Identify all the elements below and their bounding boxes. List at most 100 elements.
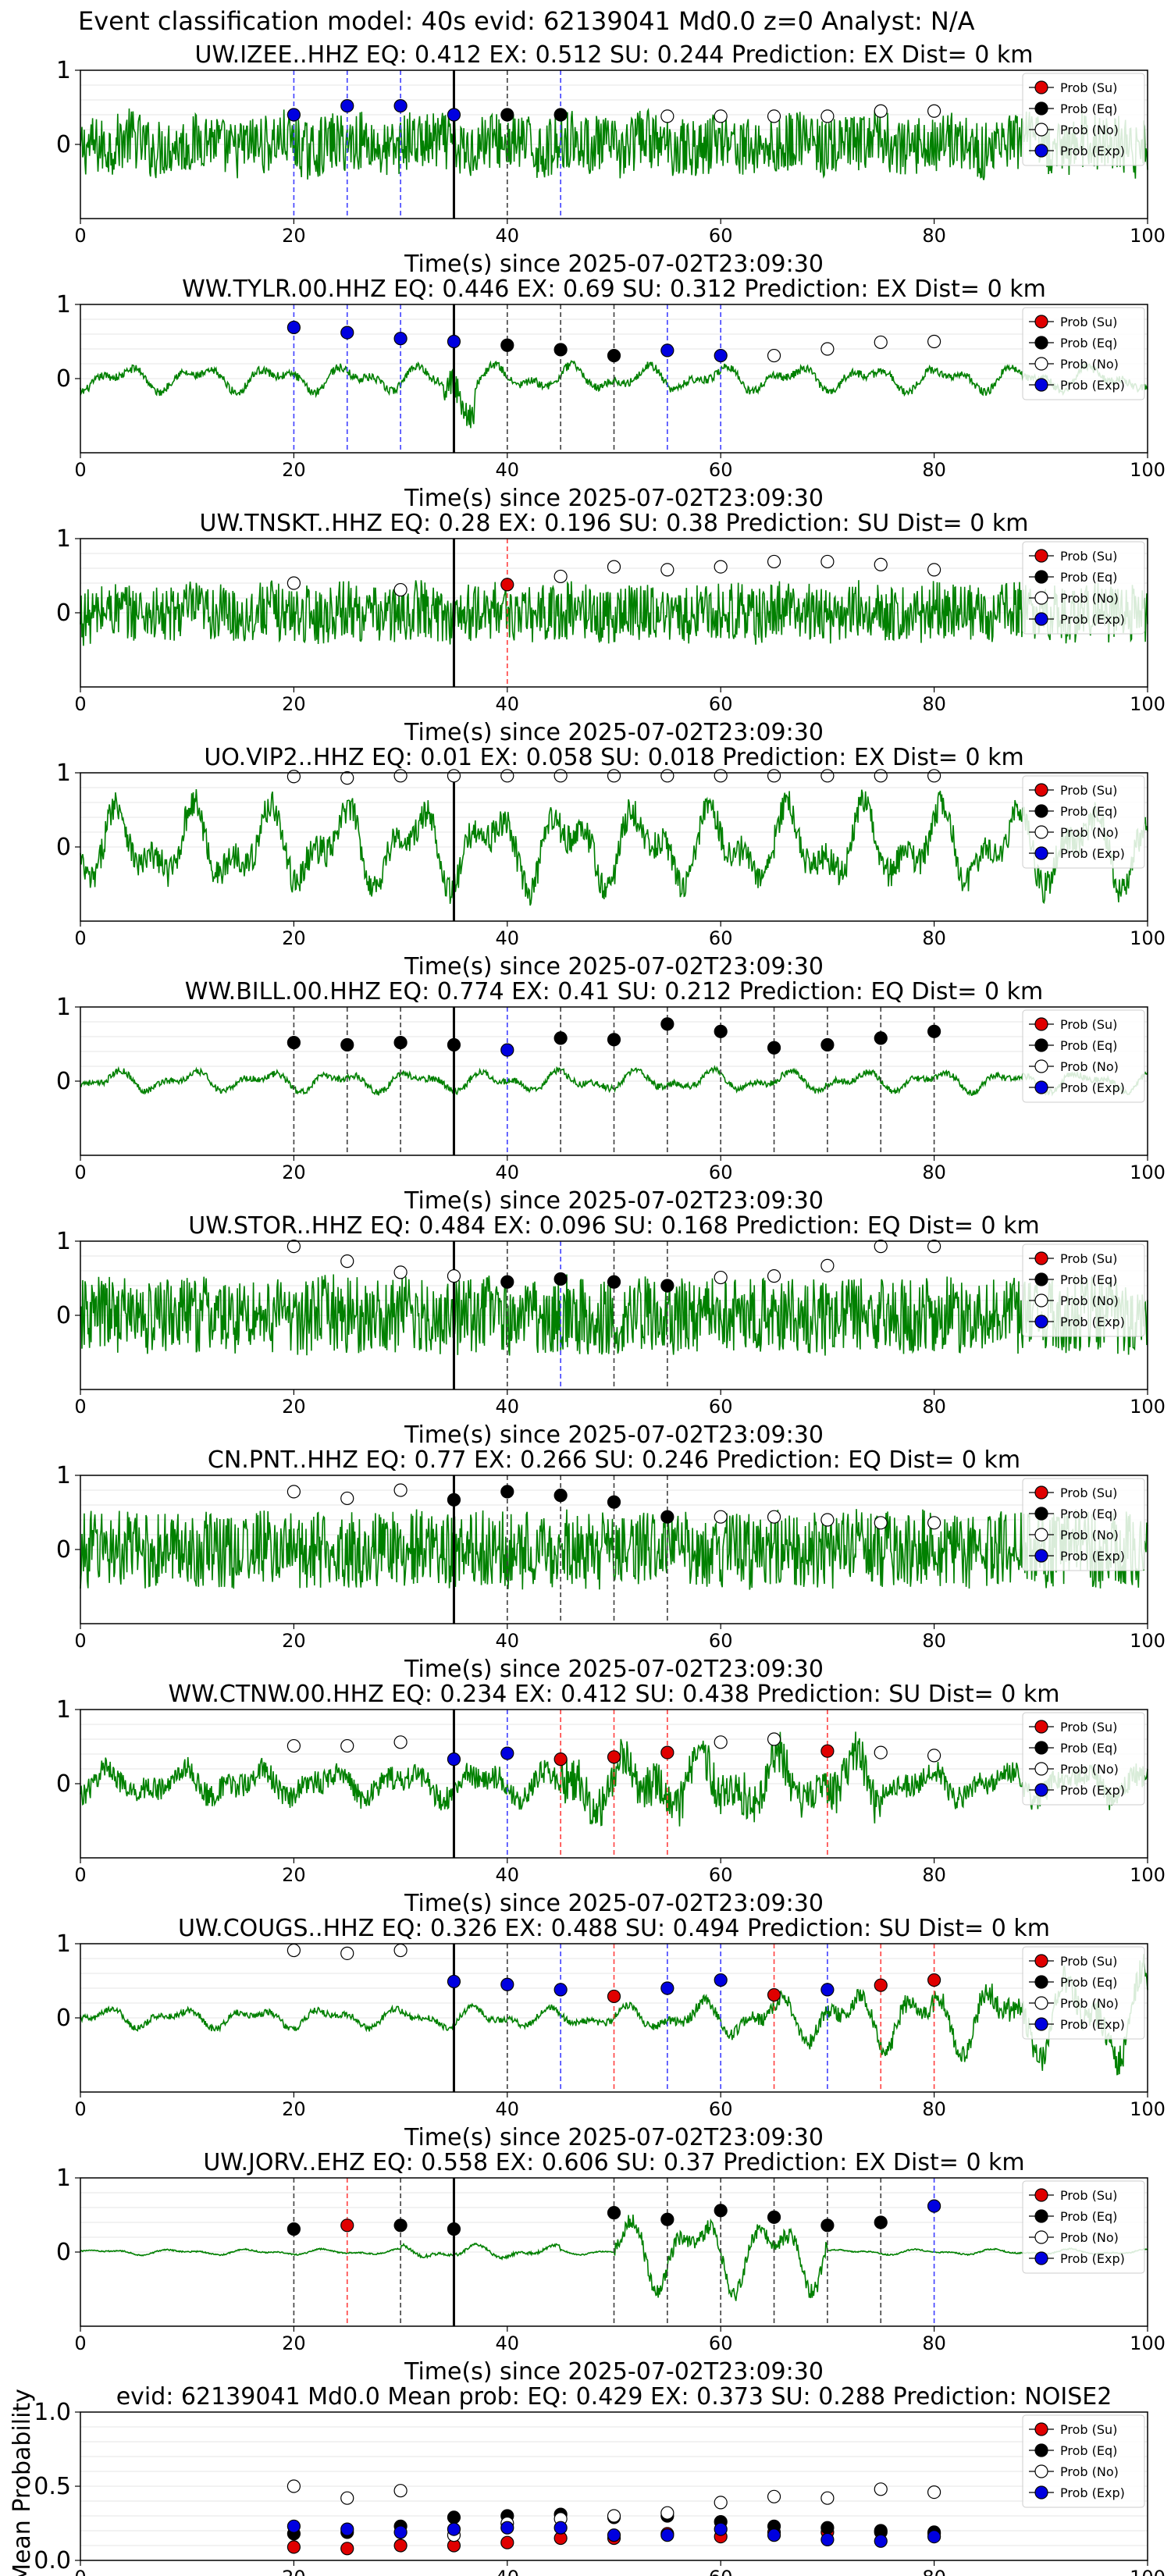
x-tick-label: 40 <box>496 927 520 949</box>
prob-marker-eq <box>767 1041 781 1055</box>
prob-marker-exp <box>553 1983 568 1997</box>
legend-label-exp: Prob (Exp) <box>1060 1315 1125 1329</box>
prob-marker-eq <box>500 338 514 352</box>
x-tick-label: 80 <box>922 225 946 247</box>
prob-marker-no <box>927 563 941 577</box>
panel-title: WW.TYLR.00.HHZ EQ: 0.446 EX: 0.69 SU: 0.… <box>182 276 1046 303</box>
prob-marker-no <box>660 563 674 577</box>
prob-marker-no <box>874 1745 888 1759</box>
mean-marker-exp <box>927 2530 941 2544</box>
x-tick-label: 40 <box>496 459 520 481</box>
legend-label-eq: Prob (Eq) <box>1060 1507 1117 1521</box>
mean-marker-no <box>767 2489 781 2503</box>
legend-label-eq: Prob (Eq) <box>1060 2443 1117 2458</box>
mean-marker-eq <box>447 2510 461 2524</box>
y-tick-label: 0.5 <box>34 2473 71 2500</box>
legend-marker-no <box>1034 2464 1048 2478</box>
mean-marker-no <box>820 2491 835 2505</box>
prob-marker-no <box>287 1943 301 1958</box>
mean-marker-su <box>393 2539 408 2553</box>
prob-marker-eq <box>607 1033 621 1047</box>
legend-marker-su <box>1034 549 1048 563</box>
mean-marker-exp <box>607 2528 621 2542</box>
mean-marker-no <box>660 2506 674 2520</box>
prob-marker-no <box>874 557 888 571</box>
legend-label-eq: Prob (Eq) <box>1060 804 1117 819</box>
mean-marker-exp <box>553 2521 568 2535</box>
panel-4: WW.BILL.00.HHZ EQ: 0.774 EX: 0.41 SU: 0.… <box>56 978 1166 1215</box>
panel-title: WW.CTNW.00.HHZ EQ: 0.234 EX: 0.412 SU: 0… <box>168 1681 1059 1708</box>
prob-marker-no <box>927 1240 941 1254</box>
legend-box <box>1022 1712 1145 1806</box>
prob-marker-eq <box>927 1024 941 1038</box>
prob-marker-no <box>287 770 301 784</box>
x-tick-label: 80 <box>922 2098 946 2120</box>
prob-marker-eq <box>447 1493 461 1507</box>
prob-marker-eq <box>660 2212 674 2226</box>
x-tick-label: 20 <box>282 1162 306 1183</box>
legend-label-exp: Prob (Exp) <box>1060 144 1125 158</box>
prob-marker-no <box>874 104 888 118</box>
legend-label-su: Prob (Su) <box>1060 2422 1117 2437</box>
legend-label-no: Prob (No) <box>1060 2230 1119 2245</box>
y-tick-label: 0 <box>56 1302 71 1329</box>
prob-marker-no <box>767 109 781 123</box>
legend-marker-eq <box>1034 1975 1048 1989</box>
x-tick-label: 20 <box>282 927 306 949</box>
prob-marker-no <box>874 1240 888 1254</box>
prob-marker-eq <box>447 1037 461 1052</box>
prob-marker-exp <box>660 1981 674 1995</box>
y-tick-label: 1 <box>56 525 71 553</box>
x-tick-label: 100 <box>1130 1162 1166 1183</box>
legend-marker-no <box>1034 123 1048 137</box>
prob-marker-exp <box>500 1043 514 1057</box>
prob-marker-no <box>767 1269 781 1283</box>
legend-box <box>1022 1244 1145 1337</box>
x-tick-label: 0 <box>74 693 86 715</box>
legend-box <box>1022 307 1145 400</box>
prob-marker-eq <box>287 2222 301 2236</box>
prob-marker-exp <box>340 326 354 340</box>
prob-marker-no <box>500 769 514 783</box>
prob-marker-no <box>340 1946 354 1960</box>
prob-marker-exp <box>393 332 408 346</box>
mean-marker-no <box>393 2484 408 2498</box>
x-tick-label: 0 <box>74 2567 86 2576</box>
panel-8: UW.COUGS..HHZ EQ: 0.326 EX: 0.488 SU: 0.… <box>56 1915 1166 2151</box>
legend-marker-su <box>1034 2422 1048 2436</box>
prob-marker-no <box>714 109 728 123</box>
prob-marker-no <box>714 1735 728 1749</box>
prob-marker-no <box>660 769 674 783</box>
x-tick-label: 40 <box>496 2332 520 2354</box>
prob-marker-no <box>340 1738 354 1753</box>
panel-1: WW.TYLR.00.HHZ EQ: 0.446 EX: 0.69 SU: 0.… <box>56 276 1166 512</box>
panel-title: UO.VIP2..HHZ EQ: 0.01 EX: 0.058 SU: 0.01… <box>204 744 1023 771</box>
x-tick-label: 100 <box>1130 1396 1166 1418</box>
prob-marker-no <box>820 1258 835 1272</box>
prob-marker-eq <box>660 1510 674 1524</box>
prob-marker-exp <box>447 1974 461 1989</box>
mean-marker-no <box>287 2479 301 2493</box>
legend-label-eq: Prob (Eq) <box>1060 101 1117 116</box>
prob-marker-no <box>874 335 888 350</box>
legend-label-eq: Prob (Eq) <box>1060 1272 1117 1287</box>
prob-marker-eq <box>820 1037 835 1052</box>
legend-marker-su <box>1034 1017 1048 1031</box>
x-tick-label: 20 <box>282 459 306 481</box>
prob-marker-no <box>393 1265 408 1279</box>
legend-box <box>1022 73 1145 166</box>
x-tick-label: 60 <box>709 2332 733 2354</box>
prob-marker-eq <box>660 1279 674 1293</box>
panel-3: UO.VIP2..HHZ EQ: 0.01 EX: 0.058 SU: 0.01… <box>56 744 1166 980</box>
prob-marker-exp <box>447 108 461 122</box>
mean-marker-no <box>340 2491 354 2505</box>
y-tick-label: 0 <box>56 1770 71 1798</box>
y-tick-label: 0 <box>56 834 71 861</box>
legend-label-su: Prob (Su) <box>1060 783 1117 798</box>
y-tick-label: 0 <box>56 131 71 158</box>
prob-marker-no <box>553 769 568 783</box>
panel-10: evid: 62139041 Md0.0 Mean prob: EQ: 0.42… <box>9 2383 1166 2576</box>
prob-marker-no <box>874 1516 888 1530</box>
legend-label-su: Prob (Su) <box>1060 1954 1117 1969</box>
x-tick-label: 80 <box>922 1630 946 1652</box>
